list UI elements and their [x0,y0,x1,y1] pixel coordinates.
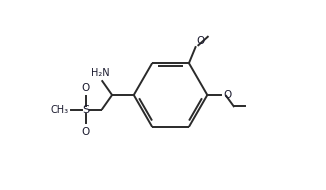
Text: O: O [224,90,232,100]
Text: O: O [82,127,90,137]
Text: O: O [82,83,90,93]
Text: CH₃: CH₃ [51,105,69,115]
Text: S: S [82,105,89,115]
Text: O: O [197,36,205,46]
Text: H₂N: H₂N [92,68,110,78]
